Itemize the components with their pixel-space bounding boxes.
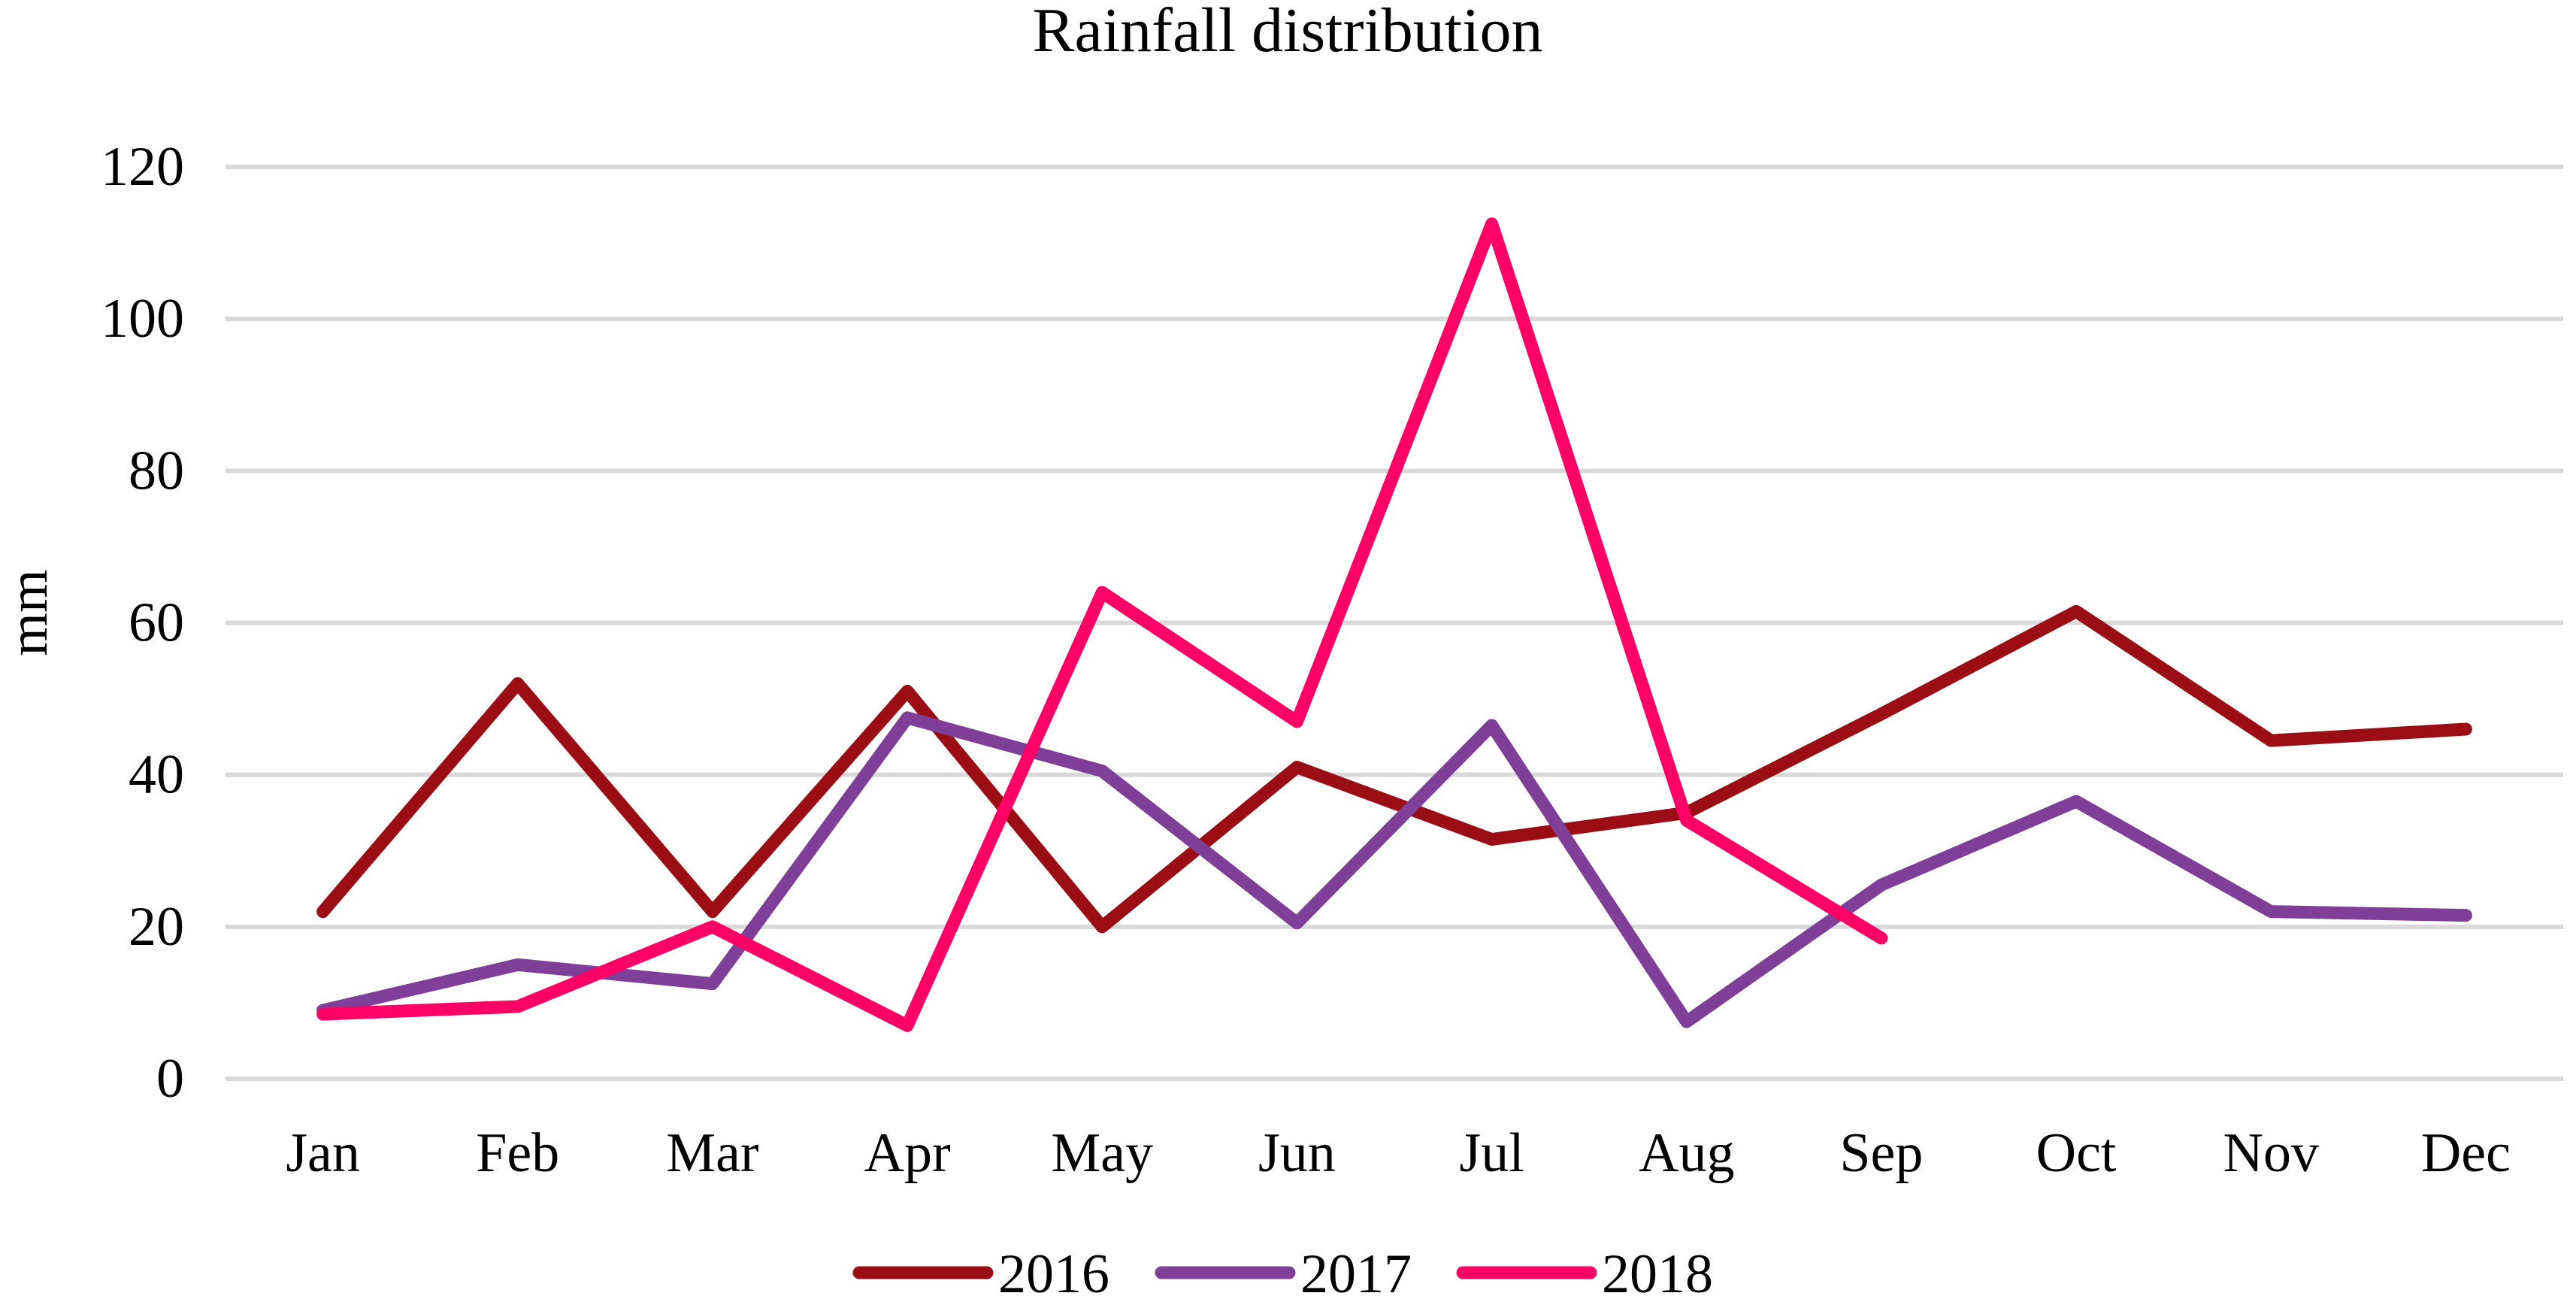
chart-title: Rainfall distribution	[1033, 0, 1543, 65]
x-tick-label: Jul	[1459, 1122, 1524, 1184]
x-tick-label: Nov	[2223, 1122, 2319, 1184]
x-tick-label: Sep	[1839, 1122, 1923, 1184]
y-tick-label: 120	[101, 136, 184, 198]
y-tick-label: 20	[129, 896, 184, 958]
x-tick-label: Jan	[286, 1122, 360, 1184]
y-tick-label: 80	[129, 440, 184, 501]
x-tick-label: Mar	[666, 1122, 758, 1184]
y-tick-label: 60	[129, 592, 184, 654]
x-tick-labels: Jan Feb Mar Apr May Jun Jul Aug Sep Oct Nov Dec	[286, 1122, 2511, 1184]
y-tick-label: 100	[101, 288, 184, 350]
x-tick-label: May	[1051, 1122, 1153, 1184]
legend-item-2017: 2017	[1155, 1243, 1412, 1305]
series-line-2018	[316, 217, 1888, 1032]
x-tick-label: Oct	[2036, 1122, 2117, 1184]
y-axis-label: mm	[0, 569, 59, 656]
x-tick-label: Feb	[476, 1122, 559, 1184]
x-tick-label: Apr	[864, 1122, 951, 1184]
y-tick-labels: 0 20 40 60 80 100 120	[101, 136, 184, 1110]
x-tick-label: Dec	[2421, 1122, 2511, 1184]
legend-item-2018: 2018	[1456, 1243, 1713, 1305]
legend-label: 2018	[1602, 1243, 1713, 1305]
series-lines	[316, 217, 2472, 1032]
legend: 2016 2017 2018	[852, 1243, 1713, 1305]
series-line-2016	[316, 604, 2472, 934]
gridlines	[226, 165, 2563, 1081]
series-line-2017	[316, 711, 2472, 1028]
y-tick-label: 40	[129, 744, 184, 806]
x-tick-label: Aug	[1639, 1122, 1734, 1184]
y-tick-label: 0	[156, 1048, 184, 1110]
legend-label: 2016	[998, 1243, 1109, 1305]
x-tick-label: Jun	[1258, 1122, 1336, 1184]
legend-item-2016: 2016	[852, 1243, 1109, 1305]
legend-label: 2017	[1300, 1243, 1412, 1305]
